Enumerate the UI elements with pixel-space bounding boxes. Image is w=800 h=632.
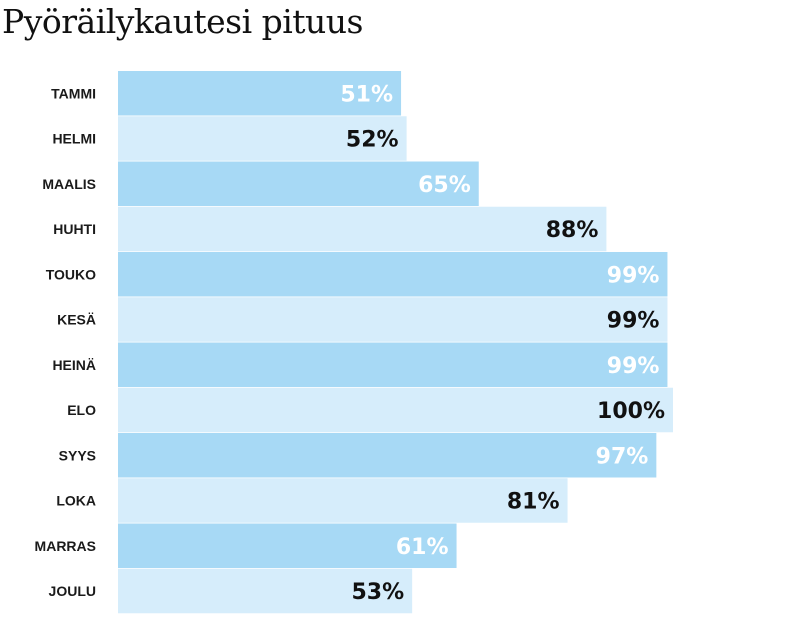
bar-tammi bbox=[118, 71, 402, 116]
category-label: MARRAS bbox=[35, 538, 96, 554]
category-label: SYYS bbox=[59, 447, 96, 463]
value-label: 52% bbox=[346, 128, 399, 153]
category-label: HELMI bbox=[52, 131, 96, 147]
bar-kesä bbox=[118, 297, 668, 342]
bar-elo bbox=[118, 387, 673, 433]
category-label: MAALIS bbox=[42, 176, 96, 192]
bar-huhti bbox=[118, 206, 607, 252]
value-label: 81% bbox=[507, 490, 560, 515]
value-label: 65% bbox=[418, 173, 471, 198]
category-label: HEINÄ bbox=[52, 357, 96, 373]
value-label: 97% bbox=[596, 444, 649, 469]
bar-syys bbox=[118, 433, 657, 478]
value-label: 53% bbox=[351, 580, 404, 605]
bar-heinä bbox=[118, 342, 668, 387]
category-label: ELO bbox=[67, 402, 96, 418]
bar-loka bbox=[118, 478, 568, 523]
category-label: TOUKO bbox=[46, 266, 96, 282]
value-label: 99% bbox=[607, 263, 660, 288]
bar-marras bbox=[118, 523, 457, 568]
category-label: LOKA bbox=[56, 493, 96, 509]
value-label: 99% bbox=[607, 309, 660, 334]
bar-maalis bbox=[118, 161, 479, 206]
bar-touko bbox=[118, 252, 668, 297]
value-label: 61% bbox=[396, 535, 449, 560]
category-label: KESÄ bbox=[57, 312, 96, 328]
value-label: 88% bbox=[546, 218, 599, 243]
category-label: JOULU bbox=[49, 583, 96, 599]
value-label: 100% bbox=[597, 399, 665, 424]
value-label: 99% bbox=[607, 354, 660, 379]
category-label: HUHTI bbox=[53, 221, 96, 237]
category-label: TAMMI bbox=[51, 85, 96, 101]
bar-helmi bbox=[118, 116, 407, 161]
bars-group bbox=[118, 71, 673, 614]
value-labels-group: 51% 52% 65% 88% 99% 99% 99% 100% 97% 81% 61% 53% bbox=[340, 82, 665, 605]
value-label: 51% bbox=[340, 82, 393, 107]
bar-joulu bbox=[118, 568, 413, 614]
chart-title: Pyöräilykautesi pituus bbox=[2, 2, 364, 41]
category-labels-group: TAMMI HELMI MAALIS HUHTI TOUKO KESÄ HEINÄ ELO SY… bbox=[35, 85, 97, 599]
